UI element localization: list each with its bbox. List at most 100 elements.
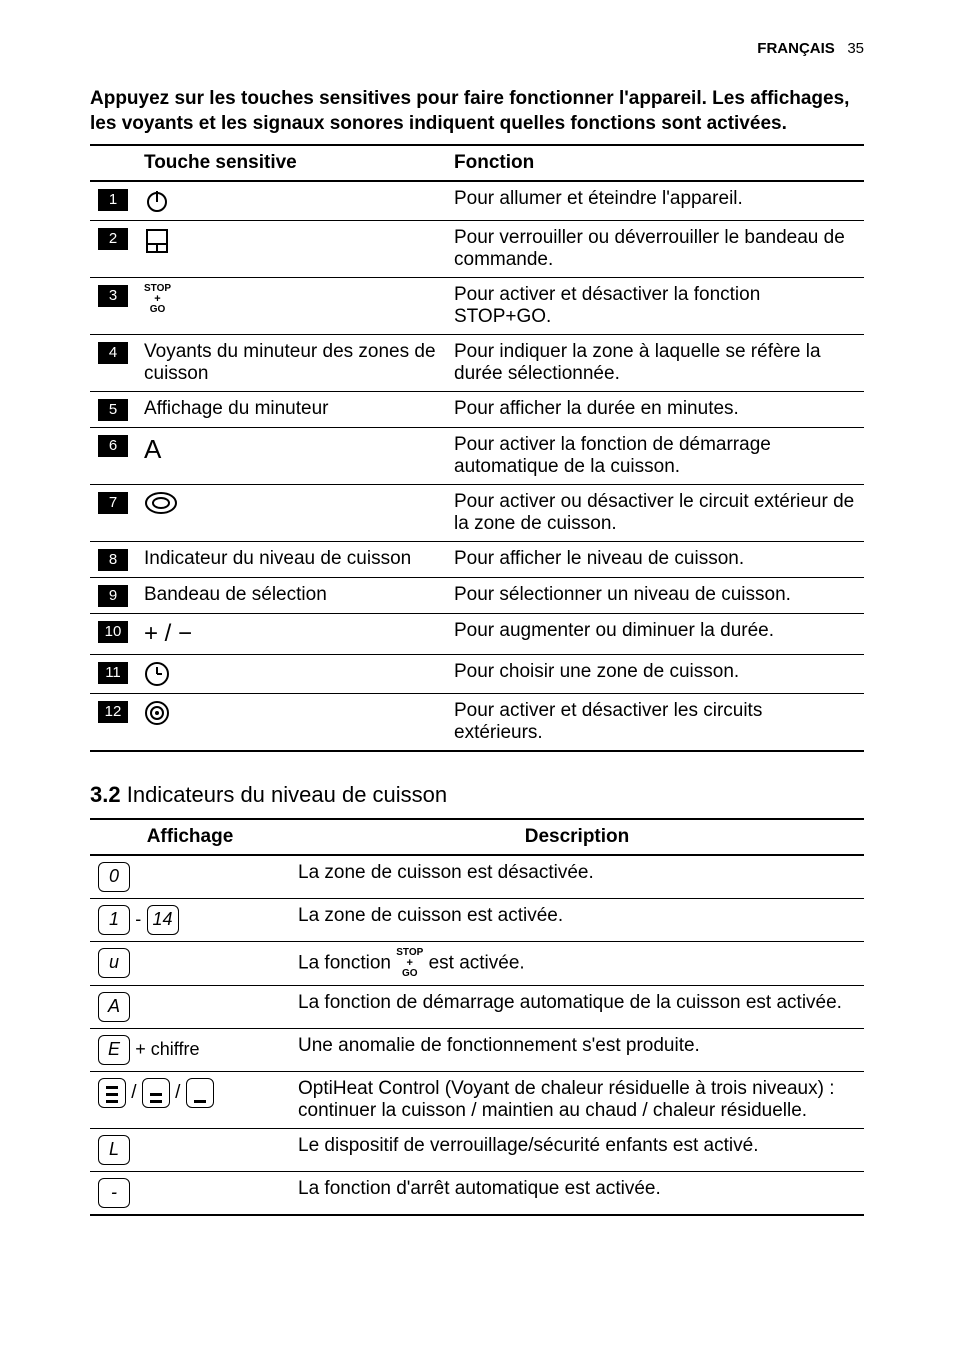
table-row: 5 Affichage du minuteurPour afficher la d…: [90, 392, 864, 428]
row-number-badge: 8: [98, 549, 128, 571]
stopgo-icon-inline: STOP+GO: [396, 948, 423, 979]
plus-minus-icon: + / −: [144, 625, 192, 646]
table-touches: Touche sensitive Fonction 1 Pour allumer …: [90, 144, 864, 752]
segment-display: E: [98, 1035, 130, 1065]
table1-header-fonction: Fonction: [446, 145, 864, 181]
row-number-badge: 3: [98, 285, 128, 307]
touche-cell: A: [136, 428, 446, 485]
description-cell: La fonction d'arrêt automatique est acti…: [290, 1172, 864, 1216]
table-row: u La fonction STOP+GO est activée.: [90, 942, 864, 986]
fonction-cell: Pour sélectionner un niveau de cuisson.: [446, 578, 864, 614]
segment-display: 0: [98, 862, 130, 892]
section-3-2-num: 3.2: [90, 782, 121, 807]
fonction-cell: Pour indiquer la zone à laquelle se réfè…: [446, 335, 864, 392]
affichage-cell: u: [90, 942, 290, 986]
stopgo-icon: STOP+GO: [144, 289, 171, 310]
fonction-cell: Pour allumer et éteindre l'appareil.: [446, 181, 864, 221]
fonction-cell: Pour afficher la durée en minutes.: [446, 392, 864, 428]
touche-cell: [136, 655, 446, 694]
row-number-badge: 4: [98, 342, 128, 364]
table2-header-affichage: Affichage: [90, 819, 290, 855]
table-row: - La fonction d'arrêt automatique est act…: [90, 1172, 864, 1216]
table-row: / / OptiHeat Control (Voyant de chaleur …: [90, 1072, 864, 1129]
affichage-cell: 0: [90, 855, 290, 899]
table1-header-blank: [90, 145, 136, 181]
fonction-cell: Pour augmenter ou diminuer la durée.: [446, 614, 864, 655]
segment-display: L: [98, 1135, 130, 1165]
table-row: 11 Pour choisir une zone de cuisson.: [90, 655, 864, 694]
header-page-number: 35: [847, 40, 864, 57]
touche-cell: [136, 485, 446, 542]
header-lang: FRANÇAIS: [757, 40, 835, 57]
affichage-cell: / /: [90, 1072, 290, 1129]
table-row: 6A Pour activer la fonction de démarrage …: [90, 428, 864, 485]
affichage-cell: -: [90, 1172, 290, 1216]
row-number-badge: 11: [98, 662, 128, 684]
fonction-cell: Pour activer et désactiver les circuits …: [446, 694, 864, 752]
table-row: A La fonction de démarrage automatique de…: [90, 986, 864, 1029]
table-row: 4 Voyants du minuteur des zones de cuisso…: [90, 335, 864, 392]
section-3-2-title: 3.2 Indicateurs du niveau de cuisson: [90, 782, 864, 808]
segment-display: A: [98, 992, 130, 1022]
table-row: 9 Bandeau de sélectionPour sélectionner u…: [90, 578, 864, 614]
row-number-badge: 5: [98, 399, 128, 421]
description-cell: La fonction STOP+GO est activée.: [290, 942, 864, 986]
table-row: 7Pour activer ou désactiver le circuit e…: [90, 485, 864, 542]
segment-display: -: [98, 1178, 130, 1208]
lock-panel-icon: [144, 227, 438, 255]
fonction-cell: Pour activer la fonction de démarrage au…: [446, 428, 864, 485]
affichage-cell: A: [90, 986, 290, 1029]
description-cell: La zone de cuisson est désactivée.: [290, 855, 864, 899]
segment-display: 14: [147, 905, 179, 935]
touche-cell: [136, 181, 446, 221]
row-number-badge: 2: [98, 228, 128, 250]
section-3-2-text: Indicateurs du niveau de cuisson: [127, 782, 447, 807]
row-number-badge: 10: [98, 621, 128, 643]
double-ring-icon: [144, 700, 438, 726]
touche-cell: Voyants du minuteur des zones de cuisson: [136, 335, 446, 392]
table-row: 3 STOP+GO Pour activer et désactiver la fo…: [90, 278, 864, 335]
row-number-badge: 6: [98, 435, 128, 457]
table-row: 0 La zone de cuisson est désactivée.: [90, 855, 864, 899]
fonction-cell: Pour verrouiller ou déverrouiller le ban…: [446, 221, 864, 278]
oval-ring-icon: [144, 491, 438, 515]
affichage-cell: L: [90, 1129, 290, 1172]
touche-cell: STOP+GO: [136, 278, 446, 335]
page-header: FRANÇAIS 35: [90, 40, 864, 57]
row-number-badge: 9: [98, 585, 128, 607]
table-row: 8 Indicateur du niveau de cuissonPour aff…: [90, 542, 864, 578]
affichage-cell: E + chiffre: [90, 1029, 290, 1072]
row-number-badge: 12: [98, 701, 128, 723]
touche-cell: [136, 221, 446, 278]
row-number-badge: 1: [98, 189, 128, 211]
fonction-cell: Pour afficher le niveau de cuisson.: [446, 542, 864, 578]
clock-icon: [144, 661, 438, 687]
table-row: 12 Pour activer et désactiver les circuit…: [90, 694, 864, 752]
description-cell: La zone de cuisson est activée.: [290, 899, 864, 942]
touche-cell: Indicateur du niveau de cuisson: [136, 542, 446, 578]
segment-display: u: [98, 948, 130, 978]
table-row: 10 + / − Pour augmenter ou diminuer la dur…: [90, 614, 864, 655]
table-row: 2 Pour verrouiller ou déverrouiller le ba…: [90, 221, 864, 278]
affichage-cell: 1 - 14: [90, 899, 290, 942]
fonction-cell: Pour choisir une zone de cuisson.: [446, 655, 864, 694]
description-cell: Le dispositif de verrouillage/sécurité e…: [290, 1129, 864, 1172]
power-icon: [144, 188, 438, 214]
stopgo-icon: STOP+GO: [144, 284, 171, 315]
description-cell: OptiHeat Control (Voyant de chaleur rési…: [290, 1072, 864, 1129]
table-row: L Le dispositif de verrouillage/sécurité …: [90, 1129, 864, 1172]
table-row: E + chiffreUne anomalie de fonctionnemen…: [90, 1029, 864, 1072]
table1-header-touche: Touche sensitive: [136, 145, 446, 181]
description-cell: La fonction de démarrage automatique de …: [290, 986, 864, 1029]
touche-cell: Affichage du minuteur: [136, 392, 446, 428]
table-row: 1 Pour allumer et éteindre l'appareil.: [90, 181, 864, 221]
intro-paragraph: Appuyez sur les touches sensitives pour …: [90, 87, 864, 136]
description-cell: Une anomalie de fonctionnement s'est pro…: [290, 1029, 864, 1072]
table-row: 1 - 14La zone de cuisson est activée.: [90, 899, 864, 942]
fonction-cell: Pour activer et désactiver la fonction S…: [446, 278, 864, 335]
touche-cell: Bandeau de sélection: [136, 578, 446, 614]
letter-a-icon: A: [144, 442, 161, 463]
fonction-cell: Pour activer ou désactiver le circuit ex…: [446, 485, 864, 542]
touche-cell: [136, 694, 446, 752]
segment-display: 1: [98, 905, 130, 935]
